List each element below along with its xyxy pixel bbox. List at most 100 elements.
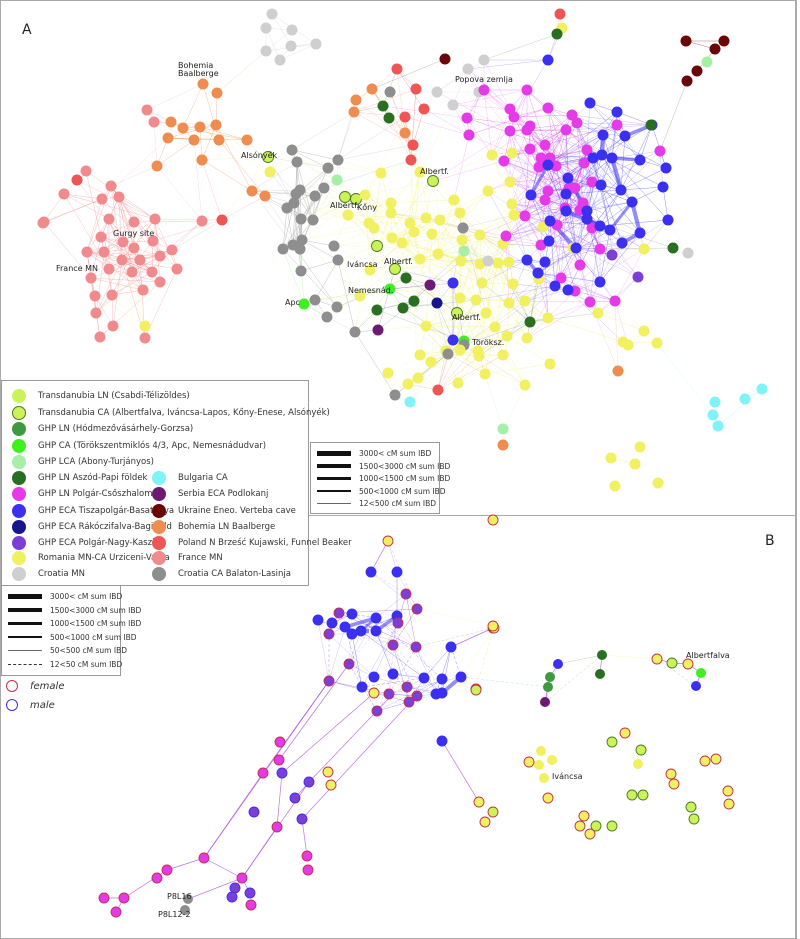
individual-node[interactable] (542, 792, 554, 804)
individual-node[interactable] (188, 134, 200, 146)
individual-node[interactable] (387, 668, 399, 680)
individual-node[interactable] (391, 63, 403, 75)
individual-node[interactable] (312, 614, 324, 626)
individual-node[interactable] (682, 658, 694, 670)
individual-node[interactable] (289, 792, 301, 804)
individual-node[interactable] (504, 176, 516, 188)
individual-node[interactable] (171, 263, 183, 275)
individual-node[interactable] (578, 157, 590, 169)
individual-node[interactable] (606, 736, 618, 748)
individual-node[interactable] (542, 312, 554, 324)
individual-node[interactable] (497, 349, 509, 361)
individual-node[interactable] (619, 727, 631, 739)
individual-node[interactable] (110, 906, 122, 918)
individual-node[interactable] (633, 759, 643, 769)
individual-node[interactable] (332, 254, 344, 266)
individual-node[interactable] (285, 40, 297, 52)
individual-node[interactable] (709, 396, 721, 408)
individual-node[interactable] (584, 296, 596, 308)
individual-node[interactable] (470, 684, 482, 696)
individual-node[interactable] (424, 279, 436, 291)
individual-node[interactable] (524, 120, 536, 132)
individual-node[interactable] (660, 162, 672, 174)
individual-node[interactable] (400, 272, 412, 284)
individual-node[interactable] (384, 283, 396, 295)
individual-node[interactable] (581, 205, 593, 217)
individual-node[interactable] (542, 159, 554, 171)
individual-node[interactable] (462, 63, 474, 75)
individual-node[interactable] (638, 325, 650, 337)
individual-node[interactable] (166, 244, 178, 256)
individual-node[interactable] (291, 156, 303, 168)
individual-node[interactable] (323, 675, 335, 687)
individual-node[interactable] (368, 222, 380, 234)
individual-node[interactable] (426, 228, 438, 240)
individual-node[interactable] (543, 682, 553, 692)
individual-node[interactable] (519, 210, 531, 222)
individual-node[interactable] (399, 127, 411, 139)
individual-node[interactable] (506, 198, 518, 210)
individual-node[interactable] (274, 54, 286, 66)
individual-node[interactable] (523, 756, 535, 768)
individual-node[interactable] (226, 891, 238, 903)
individual-node[interactable] (418, 103, 430, 115)
individual-node[interactable] (632, 271, 644, 283)
individual-node[interactable] (309, 294, 321, 306)
individual-node[interactable] (98, 892, 110, 904)
individual-node[interactable] (463, 129, 475, 141)
individual-node[interactable] (85, 272, 97, 284)
individual-node[interactable] (346, 608, 358, 620)
individual-node[interactable] (524, 316, 536, 328)
individual-node[interactable] (382, 535, 394, 547)
individual-node[interactable] (654, 145, 666, 157)
individual-node[interactable] (368, 687, 380, 699)
individual-node[interactable] (595, 179, 607, 191)
individual-node[interactable] (196, 215, 208, 227)
individual-node[interactable] (594, 220, 606, 232)
individual-node[interactable] (96, 193, 108, 205)
individual-node[interactable] (301, 850, 313, 862)
individual-node[interactable] (294, 243, 306, 255)
individual-node[interactable] (98, 246, 110, 258)
individual-node[interactable] (699, 755, 711, 767)
individual-node[interactable] (229, 882, 241, 894)
individual-node[interactable] (652, 477, 664, 489)
individual-node[interactable] (364, 264, 376, 276)
individual-node[interactable] (126, 266, 138, 278)
individual-node[interactable] (408, 226, 420, 238)
individual-node[interactable] (454, 207, 466, 219)
individual-node[interactable] (551, 28, 563, 40)
individual-node[interactable] (103, 263, 115, 275)
individual-node[interactable] (566, 109, 578, 121)
individual-node[interactable] (414, 349, 426, 361)
individual-node[interactable] (425, 356, 437, 368)
individual-node[interactable] (371, 705, 383, 717)
individual-node[interactable] (372, 324, 384, 336)
individual-node[interactable] (431, 297, 443, 309)
individual-node[interactable] (80, 165, 92, 177)
individual-node[interactable] (549, 280, 561, 292)
individual-node[interactable] (498, 155, 510, 167)
individual-node[interactable] (244, 887, 256, 899)
individual-node[interactable] (562, 172, 574, 184)
individual-node[interactable] (38, 216, 50, 228)
individual-node[interactable] (707, 409, 719, 421)
individual-node[interactable] (688, 813, 700, 825)
individual-node[interactable] (539, 194, 551, 206)
individual-node[interactable] (273, 754, 285, 766)
individual-node[interactable] (665, 768, 677, 780)
individual-node[interactable] (404, 217, 416, 229)
individual-node[interactable] (503, 297, 515, 309)
individual-node[interactable] (154, 250, 166, 262)
individual-node[interactable] (458, 245, 470, 257)
individual-node[interactable] (578, 810, 590, 822)
individual-node[interactable] (554, 8, 566, 20)
individual-node[interactable] (71, 174, 83, 186)
individual-node[interactable] (318, 182, 330, 194)
individual-node[interactable] (480, 307, 492, 319)
individual-node[interactable] (489, 321, 501, 333)
individual-node[interactable] (411, 603, 423, 615)
individual-node[interactable] (427, 175, 439, 187)
individual-node[interactable] (634, 441, 646, 453)
individual-node[interactable] (612, 365, 624, 377)
